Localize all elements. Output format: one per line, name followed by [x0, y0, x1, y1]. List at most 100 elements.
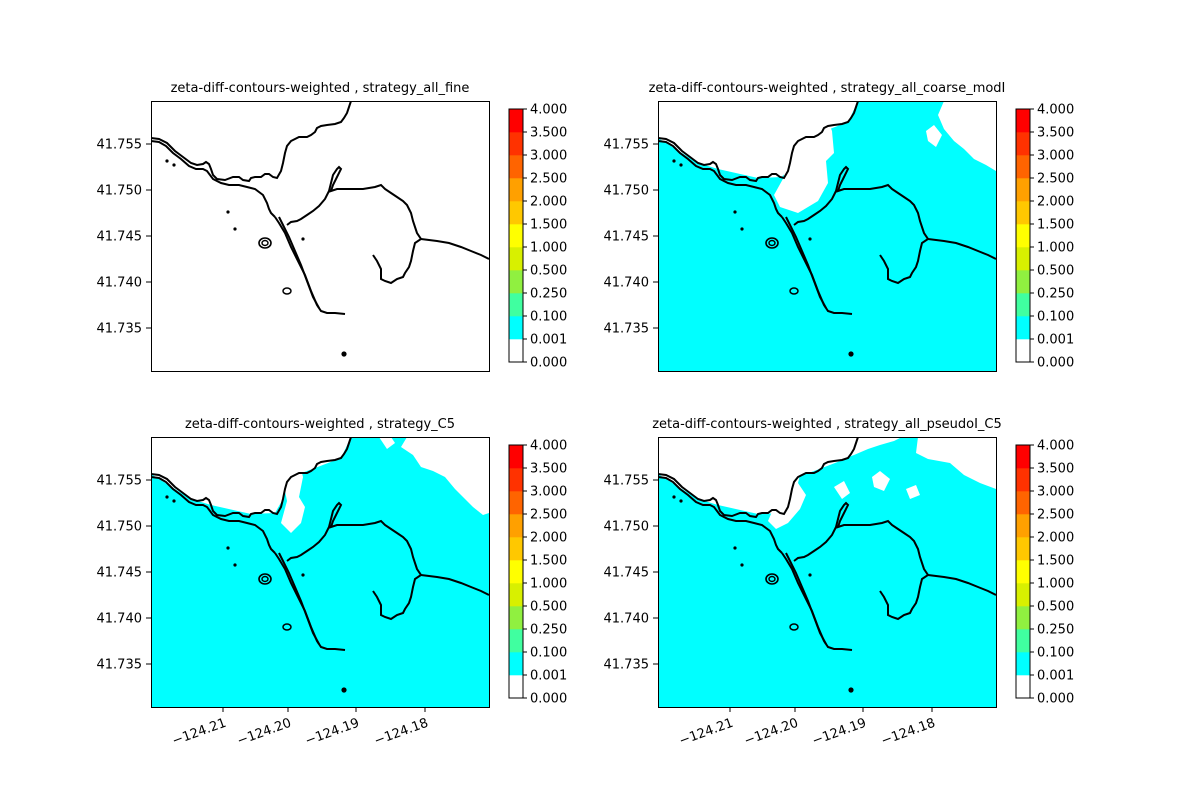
x-tick-label: −124.18	[372, 716, 430, 749]
colorbar-tick-label: 3.000	[530, 149, 567, 164]
islet-marker	[672, 159, 676, 163]
islet-marker	[740, 227, 744, 231]
islet-contour	[789, 623, 799, 631]
colorbar-segment	[509, 514, 523, 538]
subplot-title: zeta-diff-contours-weighted , strategy_a…	[652, 417, 1002, 432]
axes-frame	[658, 101, 997, 372]
y-tick-label: 41.755	[97, 138, 143, 153]
y-tick-label: 41.750	[97, 184, 143, 199]
x-tick-label: −124.20	[235, 716, 293, 749]
colorbar: 0.000 0.001 0.100 0.250 0.500 1.000 1.500 2.000…	[1015, 103, 1074, 371]
islet-contour	[282, 287, 292, 295]
colorbar-tick-label: 0.100	[530, 310, 567, 325]
plot-area	[658, 437, 996, 707]
colorbar-tick-label: 3.000	[1037, 149, 1074, 164]
colorbar-segment	[1016, 224, 1030, 248]
colorbar-tick-label: 0.250	[530, 623, 567, 638]
islet-contour	[261, 239, 269, 247]
colorbar-tick-label: 0.100	[1037, 646, 1074, 661]
coastline-contour	[793, 165, 930, 285]
axes-frame	[658, 437, 997, 708]
colorbar-tick-label: 3.500	[530, 126, 567, 141]
islet-marker	[226, 546, 230, 550]
zero-region	[768, 437, 808, 529]
colorbar-segment	[509, 445, 523, 469]
land-region	[151, 437, 351, 514]
colorbar-segment	[509, 491, 523, 515]
colorbar-tick-label: 2.500	[1037, 172, 1074, 187]
islet-contour	[765, 573, 779, 585]
coastline-contour	[658, 476, 783, 554]
y-tick-label: 41.745	[604, 566, 650, 581]
islet-marker	[165, 495, 169, 499]
coastline-contour	[927, 574, 996, 596]
colorbar-segment	[509, 537, 523, 561]
y-tick-label: 41.745	[604, 230, 650, 245]
colorbar-tick-label: 1.500	[530, 218, 567, 233]
islet-marker	[808, 237, 812, 241]
y-tick-label: 41.750	[604, 184, 650, 199]
islet-marker	[341, 687, 347, 693]
colorbar-segment	[509, 339, 523, 363]
subplot-3: zeta-diff-contours-weighted , strategy_C…	[97, 417, 568, 749]
islet-marker	[233, 227, 237, 231]
plot-area	[151, 101, 489, 357]
zero-region	[834, 481, 850, 499]
y-tick-label: 41.755	[604, 474, 650, 489]
colorbar-tick-label: 1.000	[1037, 577, 1074, 592]
zero-region	[281, 437, 305, 533]
x-tick-label: −124.21	[170, 716, 228, 749]
colorbar-tick-label: 2.000	[530, 531, 567, 546]
colorbar: 0.000 0.001 0.100 0.250 0.500 1.000 1.500 2.000…	[508, 439, 567, 707]
zero-region	[379, 437, 395, 449]
y-tick-label: 41.735	[97, 658, 143, 673]
coastline-contour	[151, 476, 276, 554]
islet-contour	[258, 237, 272, 249]
colorbar-segment	[1016, 583, 1030, 607]
land-region	[658, 437, 858, 514]
colorbar-segment	[509, 629, 523, 653]
y-tick-label: 41.735	[97, 322, 143, 337]
colorbar-tick-label: 0.250	[1037, 287, 1074, 302]
colorbar-tick-label: 3.500	[1037, 462, 1074, 477]
colorbar-segment	[1016, 201, 1030, 225]
zero-region	[906, 485, 920, 499]
coastline-contour	[420, 238, 489, 260]
x-tick-label: −124.20	[742, 716, 800, 749]
islet-contour	[261, 575, 269, 583]
coastline-contour	[927, 238, 996, 260]
colorbar-tick-label: 1.500	[530, 554, 567, 569]
colorbar-frame	[1015, 444, 1031, 699]
islet-contour	[768, 575, 776, 583]
coastline-contour	[278, 552, 320, 645]
colorbar-segment	[509, 178, 523, 202]
colorbar-tick-label: 0.500	[1037, 600, 1074, 615]
colorbar-tick-label: 0.250	[530, 287, 567, 302]
y-tick-label: 41.755	[97, 474, 143, 489]
y-tick-label: 41.745	[97, 566, 143, 581]
x-tick-label: −124.21	[677, 716, 735, 749]
colorbar-segment	[1016, 339, 1030, 363]
islet-contour	[789, 287, 799, 295]
colorbar-tick-label: 4.000	[530, 439, 567, 454]
islet-marker	[172, 499, 176, 503]
colorbar-tick-label: 0.001	[1037, 333, 1074, 348]
islet-marker	[165, 159, 169, 163]
colorbar-segment	[1016, 445, 1030, 469]
colorbar-segment	[1016, 629, 1030, 653]
colorbar-tick-label: 0.500	[530, 600, 567, 615]
islet-marker	[672, 495, 676, 499]
coastline-contour	[658, 437, 859, 519]
islet-marker	[301, 237, 305, 241]
colorbar: 0.000 0.001 0.100 0.250 0.500 1.000 1.500 2.000…	[508, 103, 567, 371]
colorbar-segment	[509, 316, 523, 340]
coastline-contour	[785, 552, 827, 645]
colorbar-tick-label: 1.500	[1037, 218, 1074, 233]
subplot-title: zeta-diff-contours-weighted , strategy_a…	[649, 81, 1006, 96]
islet-marker	[233, 563, 237, 567]
islet-marker	[301, 573, 305, 577]
colorbar-tick-label: 0.000	[1037, 692, 1074, 707]
colorbar-tick-label: 1.000	[1037, 241, 1074, 256]
plot-area	[151, 437, 489, 707]
